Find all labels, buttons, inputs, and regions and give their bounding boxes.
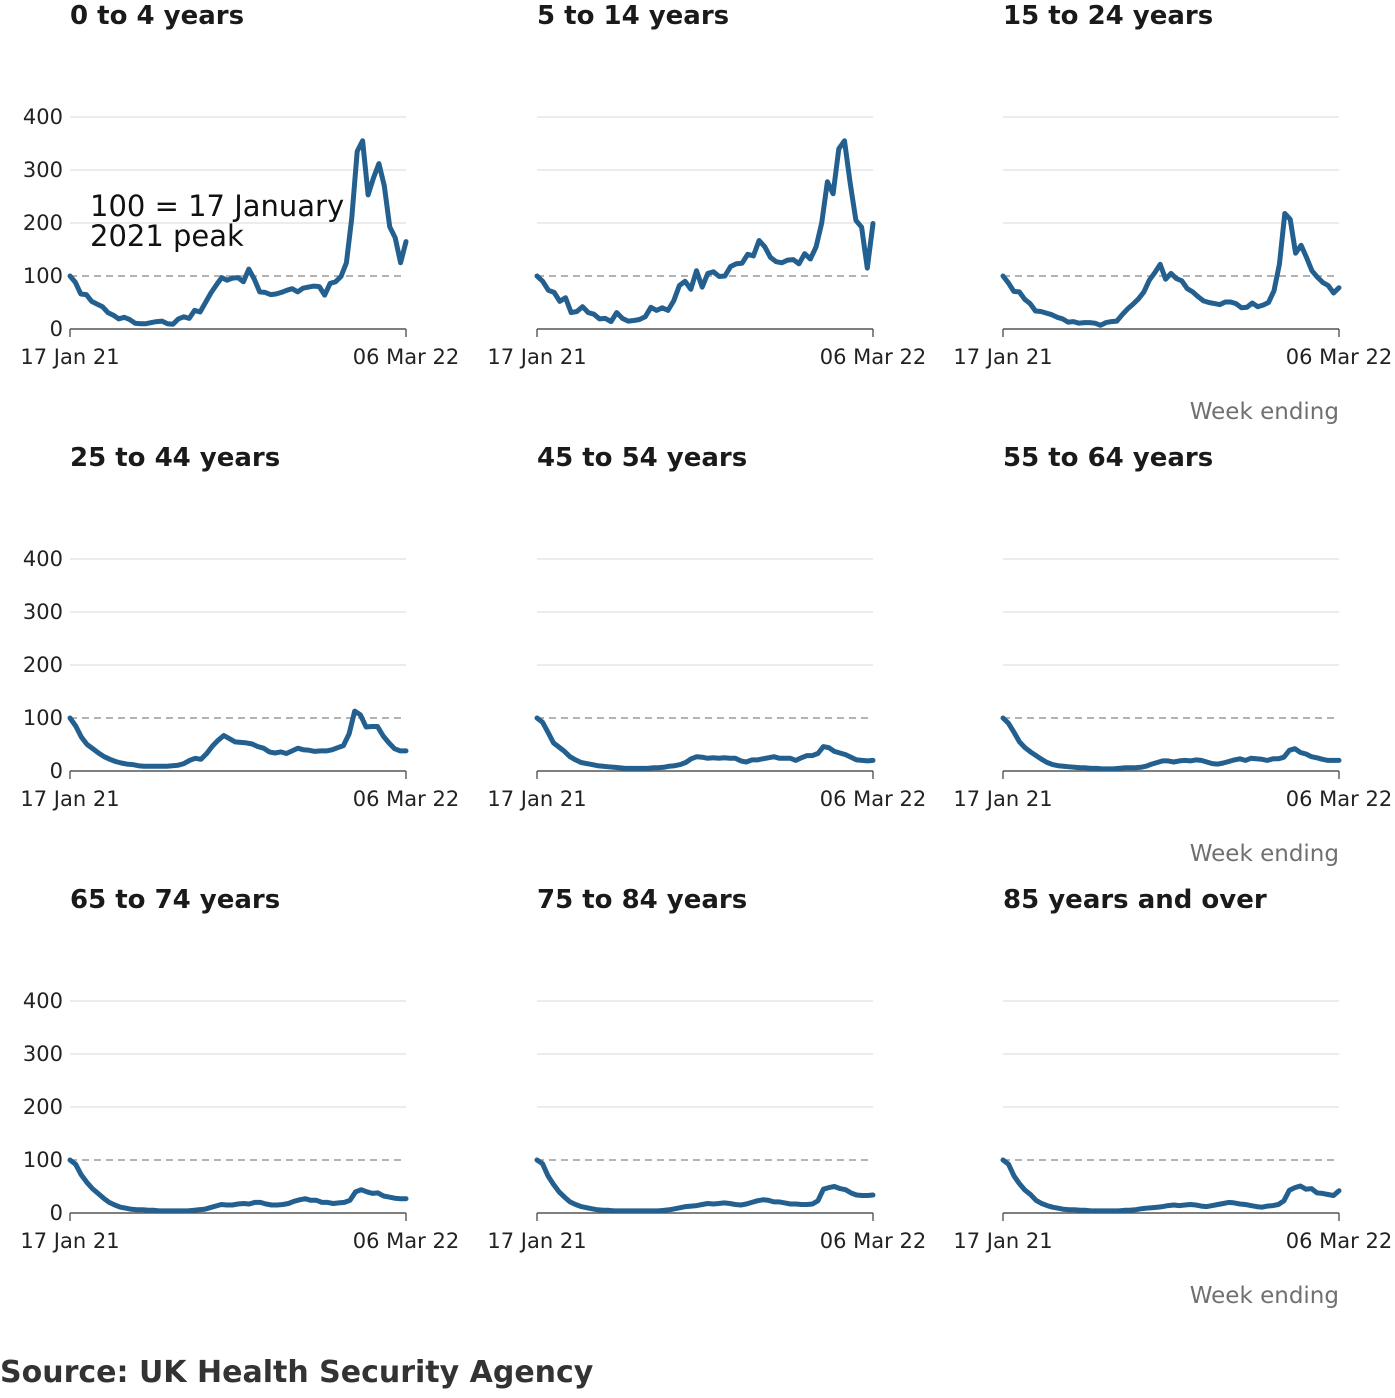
panel-title: 25 to 44 years bbox=[70, 443, 280, 473]
x-tick-label: 06 Mar 22 bbox=[1286, 1229, 1392, 1253]
y-tick-label: 400 bbox=[23, 105, 63, 129]
y-tick-label: 300 bbox=[23, 1042, 63, 1066]
series-line bbox=[534, 1157, 876, 1214]
y-tick-label: 200 bbox=[23, 653, 63, 677]
x-tick-label: 17 Jan 21 bbox=[953, 787, 1052, 811]
panel-title: 45 to 54 years bbox=[537, 443, 747, 473]
y-tick-label: 0 bbox=[50, 317, 63, 341]
chart-panel: 55 to 64 years 17 Jan 21 06 Mar 22 Week end… bbox=[953, 443, 1392, 867]
chart-panel: 0 to 4 years 0 100 200 300 400 17 Jan 21 06 Mar… bbox=[20, 1, 459, 369]
y-tick-label: 100 bbox=[23, 264, 63, 288]
x-tick-label: 17 Jan 21 bbox=[487, 787, 586, 811]
x-axis-title: Week ending bbox=[1190, 1283, 1339, 1309]
x-tick-label: 06 Mar 22 bbox=[1286, 345, 1392, 369]
x-tick-label: 17 Jan 21 bbox=[953, 1229, 1052, 1253]
panel-title: 85 years and over bbox=[1003, 885, 1267, 915]
x-tick-label: 17 Jan 21 bbox=[953, 345, 1052, 369]
x-tick-label: 06 Mar 22 bbox=[820, 787, 926, 811]
x-axis-title: Week ending bbox=[1190, 841, 1339, 867]
panel-title: 65 to 74 years bbox=[70, 885, 280, 915]
x-tick-label: 17 Jan 21 bbox=[20, 345, 119, 369]
y-tick-label: 100 bbox=[23, 1148, 63, 1172]
chart-panel: 15 to 24 years 17 Jan 21 06 Mar 22 Week end… bbox=[953, 1, 1392, 425]
y-tick-label: 0 bbox=[50, 1201, 63, 1225]
x-tick-label: 17 Jan 21 bbox=[487, 1229, 586, 1253]
x-tick-label: 06 Mar 22 bbox=[353, 345, 459, 369]
chart-panel: 25 to 44 years 0 100 200 300 400 17 Jan 21 06 M… bbox=[20, 443, 459, 811]
y-tick-label: 100 bbox=[23, 706, 63, 730]
chart-panel: 5 to 14 years 17 Jan 21 06 Mar 22 bbox=[487, 1, 926, 369]
y-tick-label: 200 bbox=[23, 211, 63, 235]
x-tick-label: 06 Mar 22 bbox=[353, 1229, 459, 1253]
x-tick-label: 06 Mar 22 bbox=[820, 1229, 926, 1253]
x-tick-label: 06 Mar 22 bbox=[820, 345, 926, 369]
series-line bbox=[67, 1157, 409, 1214]
series-line bbox=[534, 138, 876, 325]
chart-panel: 75 to 84 years 17 Jan 21 06 Mar 22 bbox=[487, 885, 926, 1253]
series-line bbox=[1000, 715, 1342, 772]
series-line bbox=[67, 708, 409, 769]
x-tick-label: 17 Jan 21 bbox=[20, 1229, 119, 1253]
series-line bbox=[1000, 211, 1342, 328]
chart-panel: 65 to 74 years 0 100 200 300 400 17 Jan 21 06 M… bbox=[20, 885, 459, 1253]
panel-title: 75 to 84 years bbox=[537, 885, 747, 915]
peak-annotation: 2021 peak bbox=[90, 219, 244, 253]
y-tick-label: 400 bbox=[23, 547, 63, 571]
chart-panel: 45 to 54 years 17 Jan 21 06 Mar 22 bbox=[487, 443, 926, 811]
x-tick-label: 17 Jan 21 bbox=[487, 345, 586, 369]
y-tick-label: 300 bbox=[23, 600, 63, 624]
y-tick-label: 300 bbox=[23, 158, 63, 182]
peak-annotation: 100 = 17 January bbox=[90, 189, 344, 223]
x-axis-title: Week ending bbox=[1190, 399, 1339, 425]
y-tick-label: 200 bbox=[23, 1095, 63, 1119]
x-tick-label: 17 Jan 21 bbox=[20, 787, 119, 811]
series-line bbox=[67, 138, 409, 327]
source-note: Source: UK Health Security Agency bbox=[0, 1355, 594, 1390]
panel-title: 5 to 14 years bbox=[537, 1, 729, 31]
series-line bbox=[534, 715, 876, 771]
x-tick-label: 06 Mar 22 bbox=[353, 787, 459, 811]
panel-title: 0 to 4 years bbox=[70, 1, 244, 31]
panel-title: 55 to 64 years bbox=[1003, 443, 1213, 473]
y-tick-label: 0 bbox=[50, 759, 63, 783]
series-line bbox=[1000, 1157, 1342, 1214]
panel-title: 15 to 24 years bbox=[1003, 1, 1213, 31]
y-tick-label: 400 bbox=[23, 989, 63, 1013]
x-tick-label: 06 Mar 22 bbox=[1286, 787, 1392, 811]
chart-panel: 85 years and over 17 Jan 21 06 Mar 22 Week … bbox=[953, 885, 1392, 1309]
